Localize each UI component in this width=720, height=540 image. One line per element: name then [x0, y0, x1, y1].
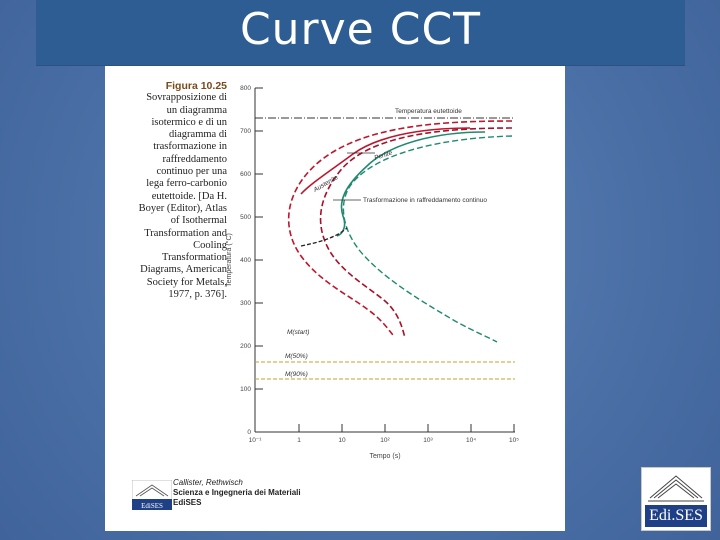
y-axis-title: Temperatura (°C) [225, 233, 233, 287]
x-tick-label: 10³ [423, 437, 433, 444]
y-tick-label: 600 [240, 171, 251, 178]
caption-line: Sovrapposizione di [146, 92, 227, 104]
caption-line: 1977, p. 376]. [168, 289, 227, 301]
x-tick-label: 10⁵ [509, 437, 519, 444]
caption-line: continuo per una [156, 166, 227, 178]
figure-label: Figura 10.25 [165, 80, 227, 92]
isothermal-start-curve [287, 120, 513, 337]
caption-line: Transformation [162, 252, 227, 264]
austenite-label: Austenite [312, 174, 340, 194]
m50-label: M(50%) [285, 353, 308, 360]
figure-card: Figura 10.25 Sovrapposizione di un diagr… [105, 66, 565, 531]
caption-line: Cooling [193, 239, 227, 251]
footer-publisher: EdiSES [173, 498, 202, 507]
caption-line: raffreddamento [162, 153, 227, 165]
footer-authors: Callister, Rethwisch [173, 478, 243, 487]
y-tick-label: 200 [240, 343, 251, 350]
caption-line: Boyer (Editor), Atlas [138, 202, 227, 214]
x-axis-title: Tempo (s) [369, 453, 400, 460]
caption-line: trasformazione in [153, 141, 227, 153]
continuous-transformation-label: Trasformazione in raffreddamento continu… [363, 197, 487, 204]
caption-line: of Isothermal [170, 215, 227, 227]
footer-credits: Callister, Rethwisch Scienza e Ingegneri… [173, 478, 301, 508]
footer-logo-text: EdiSES [141, 502, 163, 510]
continuous-start-curve [300, 127, 471, 195]
caption-line: Diagrams, American [140, 264, 227, 276]
y-tick-label: 300 [240, 300, 251, 307]
publisher-logo: Edi.SES [641, 467, 711, 531]
caption-line: eutettoide. [Da H. [151, 190, 227, 202]
x-tick-label: 1 [297, 437, 301, 444]
y-tick-label: 0 [247, 429, 251, 436]
caption-line: un diagramma [166, 104, 227, 116]
slide-title: Curve CCT [239, 4, 482, 55]
caption-line: Society for Metals, [146, 276, 227, 288]
title-bar: Curve CCT [36, 0, 685, 66]
m90-label: M(90%) [285, 371, 308, 378]
y-tick-label: 700 [240, 128, 251, 135]
cct-diagram: 800 700 600 500 400 300 200 100 0 Temper… [225, 85, 519, 460]
caption-line: isotermico e di un [151, 116, 227, 128]
isothermal-end-curve [319, 127, 513, 339]
x-tick-label: 10⁻¹ [249, 437, 263, 444]
publisher-logo-text: Edi.SES [645, 505, 707, 527]
caption-line: diagramma di [168, 129, 227, 141]
y-tick-label: 100 [240, 386, 251, 393]
book-icon [648, 475, 704, 502]
caption-line: Transformation and [144, 227, 227, 239]
eutectoid-label: Temperatura eutettoide [395, 108, 462, 115]
continuous-end-curve [336, 131, 486, 237]
y-tick-label: 800 [240, 85, 251, 92]
figure-caption: Figura 10.25 Sovrapposizione di un diagr… [119, 80, 227, 301]
m-start-label: M(start) [287, 329, 309, 336]
caption-line: lega ferro-carbonio [146, 178, 227, 190]
transformation-end-line [300, 227, 348, 247]
cooling-path-curve [342, 135, 513, 343]
y-tick-label: 400 [240, 257, 251, 264]
y-tick-label: 500 [240, 214, 251, 221]
x-tick-label: 10 [338, 437, 346, 444]
footer-book: Scienza e Ingegneria dei Materiali [173, 488, 301, 497]
x-tick-label: 10⁴ [466, 437, 476, 444]
x-tick-label: 10² [380, 437, 390, 444]
footer-book-logo: EdiSES [131, 479, 173, 511]
